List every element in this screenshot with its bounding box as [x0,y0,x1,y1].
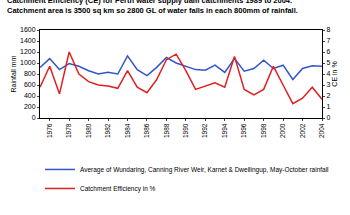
svg-text:1988: 1988 [163,123,170,138]
svg-text:1982: 1982 [104,123,111,138]
svg-text:1978: 1978 [65,123,72,138]
svg-text:3: 3 [326,81,330,88]
svg-text:Catchment Efficiency (CE) for: Catchment Efficiency (CE) for Perth wate… [7,0,298,15]
svg-text:1400: 1400 [20,37,36,44]
svg-text:5: 5 [326,59,330,66]
svg-text:Average of Wundaring, Canning: Average of Wundaring, Canning River Weir… [80,166,329,174]
svg-text:200: 200 [24,103,36,110]
svg-text:2004: 2004 [318,123,325,138]
svg-text:1000: 1000 [20,59,36,66]
svg-text:0: 0 [32,114,36,121]
svg-text:1996: 1996 [240,123,247,138]
svg-text:1994: 1994 [221,123,228,138]
svg-text:8: 8 [326,26,330,33]
svg-text:2002: 2002 [299,123,306,138]
svg-text:400: 400 [24,92,36,99]
svg-text:1600: 1600 [20,26,36,33]
svg-text:1984: 1984 [124,123,131,138]
svg-text:Rainfall mm: Rainfall mm [10,55,17,92]
svg-text:1: 1 [326,103,330,110]
svg-text:1200: 1200 [20,48,36,55]
svg-text:1976: 1976 [46,123,53,138]
svg-text:6: 6 [326,48,330,55]
svg-text:1992: 1992 [201,123,208,138]
svg-text:800: 800 [24,70,36,77]
svg-text:2: 2 [326,92,330,99]
svg-text:CE in %: CE in % [331,61,338,86]
svg-text:1990: 1990 [182,123,189,138]
svg-text:1986: 1986 [143,123,150,138]
svg-text:1980: 1980 [85,123,92,138]
svg-text:7: 7 [326,37,330,44]
svg-text:Catchment Efficiency in %: Catchment Efficiency in % [80,185,156,193]
svg-text:2000: 2000 [279,123,286,138]
svg-text:0: 0 [326,114,330,121]
svg-text:1998: 1998 [260,123,267,138]
svg-text:600: 600 [24,81,36,88]
svg-text:4: 4 [326,70,330,77]
